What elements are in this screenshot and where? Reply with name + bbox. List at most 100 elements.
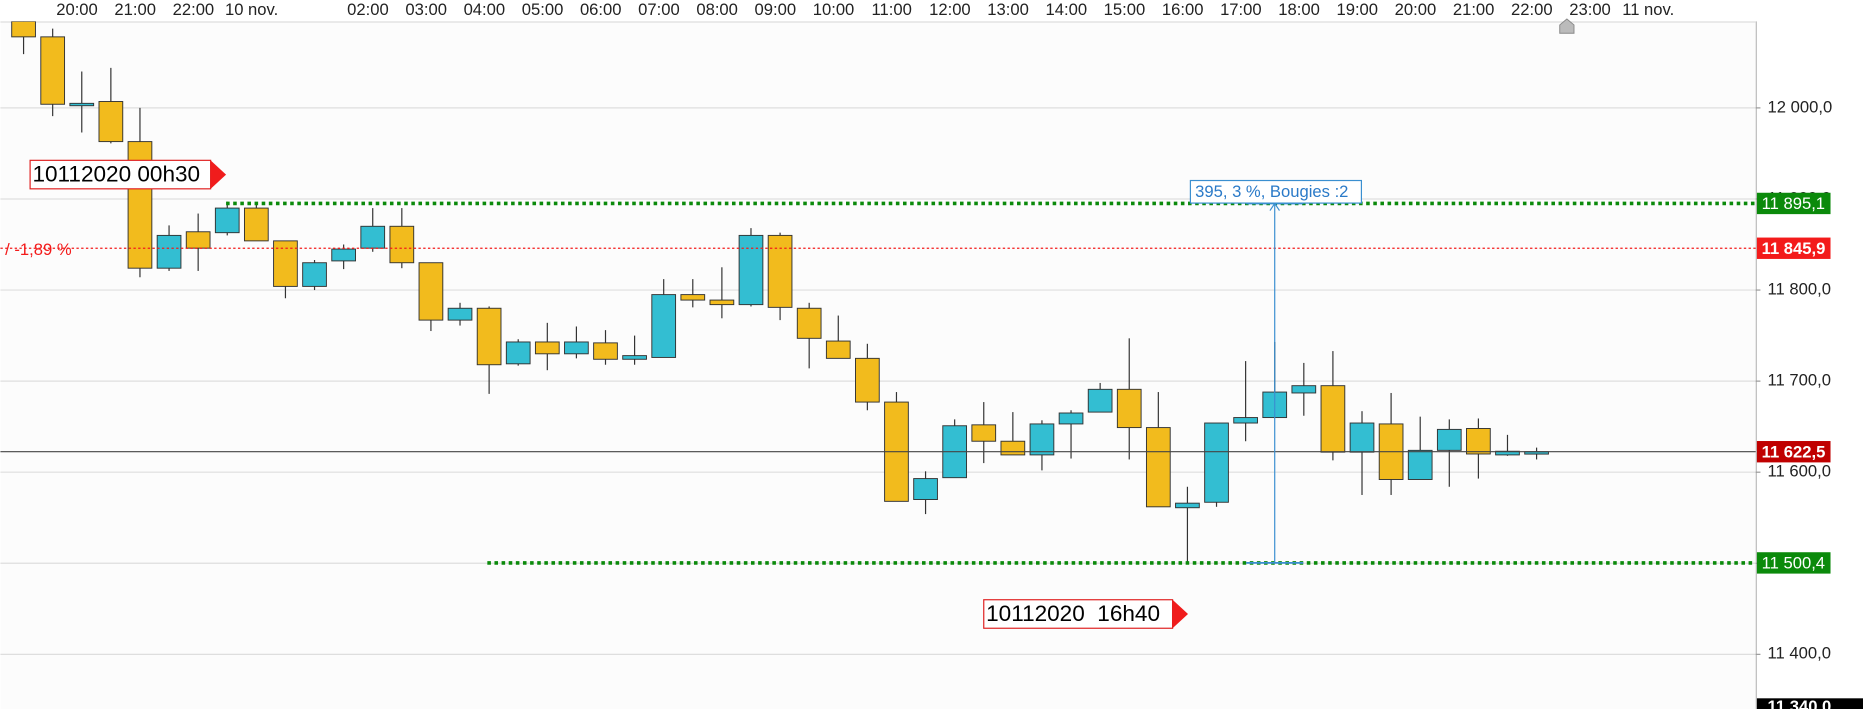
x-tick-label: 22:00 [1511,0,1553,19]
x-tick-label: 22:00 [173,0,215,19]
candle-body [680,294,706,301]
x-tick-label: 05:00 [522,0,564,19]
candle-body [1291,385,1317,394]
x-tick-label: 03:00 [405,0,447,19]
candle-body [389,225,415,264]
y-tick-label: 11 600,0 [1768,462,1831,481]
x-tick-label: 09:00 [755,0,797,19]
x-tick-label: 10:00 [813,0,855,19]
annotation-arrow [1172,599,1189,629]
x-tick-label: 07:00 [638,0,680,19]
candle-body [1116,388,1142,429]
x-tick-label: 18:00 [1278,0,1320,19]
candle-body [505,341,531,365]
candle-body [564,341,589,355]
candle-body [447,307,473,321]
price-level-box [1756,192,1831,215]
x-tick-label: 23:00 [1569,0,1611,19]
x-tick-label: 10 nov. [225,0,278,19]
price-level-box [1756,441,1831,463]
candle-body [593,342,618,360]
candle-body [971,424,997,442]
y-tick-label: 12 000,0 [1768,97,1833,116]
axis-marker-label: 11 340,0 [1768,697,1832,709]
candle-body [69,102,95,107]
x-tick-label: 21:00 [114,0,156,19]
x-tick-label: 11:00 [872,0,912,19]
candle-body [1204,422,1229,503]
x-tick-label: 02:00 [347,0,389,19]
candle-body [1466,428,1491,455]
candle-body [1436,428,1462,451]
candle-body [1407,449,1433,480]
candle-body [331,248,356,262]
candle-body [651,294,677,358]
price-level-box [1756,552,1831,574]
price-level-label: 11 500,4 [1762,553,1825,572]
y-tick-label: 11 700,0 [1768,371,1831,390]
candle-body [855,357,880,403]
x-tick-label: 16:00 [1162,0,1204,19]
candle-body [1029,423,1055,456]
candle-body [40,36,66,105]
x-tick-label: 08:00 [696,0,738,19]
x-tick-label: 15:00 [1104,0,1146,19]
x-tick-label: 21:00 [1453,0,1495,19]
candle-body [534,341,560,355]
candle-body [1175,502,1200,509]
candle-body [1058,412,1084,425]
candle-body [418,262,444,321]
candle-body [709,299,735,306]
candle-body [767,234,793,308]
candle-body [11,21,36,38]
candle-body [214,207,240,234]
candle-body [796,307,822,339]
x-tick-label: 04:00 [464,0,506,19]
home-icon[interactable] [1559,18,1575,34]
y-tick-label: 11 400,0 [1768,644,1831,663]
candle-body [273,240,298,287]
x-tick-label: 12:00 [929,0,971,19]
candle-body [156,234,182,269]
candle-body [738,234,764,306]
overlays: 11 895,1 11 845,9 / -1,89 % 11 622,5 11 500,… [0,159,1863,709]
candle-body [98,101,124,143]
annotation-arrow [210,160,227,189]
price-level-label: 11 895,1 [1762,194,1825,213]
x-tick-label: 06:00 [580,0,622,19]
price-level-label: 11 622,5 [1762,442,1826,461]
candle-body [1087,388,1113,413]
axis-marker-box [1756,698,1863,709]
candle-body [302,262,327,287]
measure-label: 395, 3 %, Bougies :2 [1195,182,1348,201]
candle-body [913,478,938,501]
annotation-box [983,599,1174,629]
candle-body [1145,427,1171,508]
annotation-label: 10112020 00h30 [32,162,200,187]
candle-body [185,231,211,249]
x-tick-label: 17:00 [1220,0,1262,19]
candle-body [476,307,502,366]
y-tick-label: 11 800,0 [1768,279,1831,298]
price-level-box [1756,237,1831,259]
measure-box [1189,179,1363,204]
x-tick-label: 11 nov. [1622,0,1674,19]
candle-body [1000,440,1026,456]
annotation-label: 10112020 16h40 [986,601,1160,626]
candle-body [1233,417,1258,424]
x-tick-label: 13:00 [987,0,1029,19]
candle-body [1349,422,1375,453]
x-tick-label: 14:00 [1046,0,1088,19]
annotation-box [29,159,212,190]
price-level-label: 11 845,9 [1762,239,1826,258]
x-tick-label: 20:00 [56,0,98,19]
x-tick-label: 20:00 [1395,0,1437,19]
candle-body [825,340,851,359]
price-level-note: / -1,89 % [5,240,72,259]
candle-body [360,225,386,249]
candle-body [243,207,269,242]
candle-body [622,355,647,360]
x-tick-label: 19:00 [1336,0,1378,19]
